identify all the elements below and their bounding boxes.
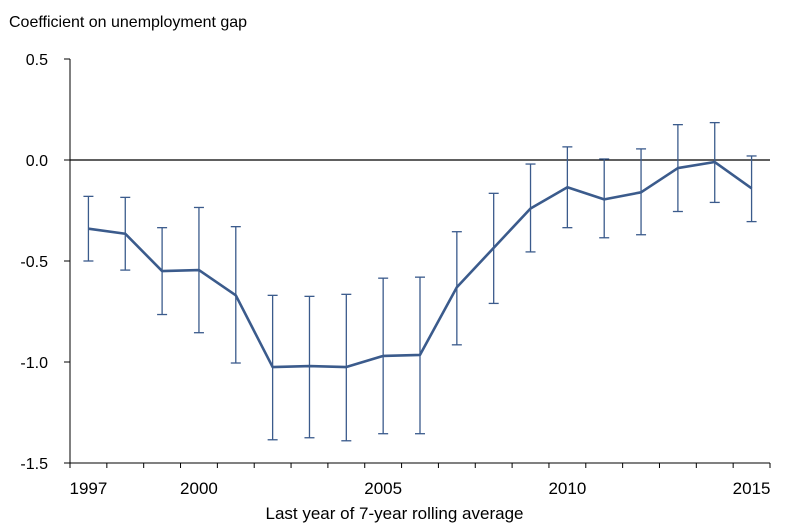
- y-tick-label: -1.5: [20, 456, 48, 473]
- y-tick-label: -0.5: [20, 254, 48, 271]
- x-ticks: 1997 2000 2005 2010 2015: [69, 463, 771, 498]
- error-bar: [746, 155, 757, 223]
- y-tick-label: -1.0: [20, 355, 48, 372]
- series-group: [88, 160, 753, 369]
- x-tick-label: 2010: [548, 479, 586, 498]
- y-axis-title: Coefficient on unemployment gap: [9, 14, 248, 31]
- x-tick-label: 2000: [180, 479, 218, 498]
- x-tick-label: 2015: [733, 479, 771, 498]
- x-tick-label: 1997: [70, 479, 108, 498]
- y-tick-label: 0.0: [26, 153, 48, 170]
- y-ticks: 0.5 0.0 -0.5 -1.0 -1.5: [20, 52, 70, 473]
- y-tick-label: 0.5: [26, 52, 48, 69]
- x-axis-title: Last year of 7-year rolling average: [265, 504, 524, 523]
- error-bars: [83, 121, 757, 442]
- series-line: [88, 160, 753, 369]
- x-tick-label: 2005: [364, 479, 402, 498]
